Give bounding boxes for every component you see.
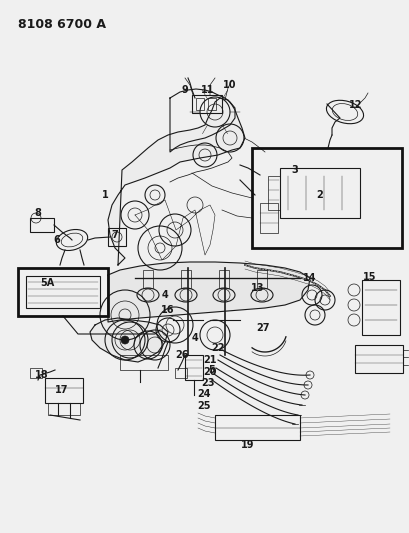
Bar: [218, 270, 229, 288]
Text: 18: 18: [35, 370, 49, 380]
Bar: [207, 98, 216, 110]
Bar: [279, 168, 359, 218]
Bar: [18, 268, 108, 316]
Bar: [191, 95, 221, 113]
Text: 15: 15: [362, 272, 376, 282]
Bar: [143, 270, 153, 288]
Text: 3: 3: [291, 165, 298, 175]
Bar: [45, 378, 83, 403]
Text: 10: 10: [223, 80, 236, 90]
Text: 17: 17: [55, 385, 69, 395]
Bar: [26, 276, 100, 308]
Text: 14: 14: [303, 273, 316, 283]
Text: 8108 6700 A: 8108 6700 A: [18, 18, 106, 31]
Bar: [256, 270, 266, 288]
Bar: [48, 403, 80, 415]
Bar: [361, 280, 399, 335]
Text: 4: 4: [161, 290, 168, 300]
Bar: [196, 98, 204, 110]
Bar: [214, 415, 299, 440]
Bar: [252, 148, 401, 248]
Text: 21: 21: [203, 355, 216, 365]
Text: 11: 11: [201, 85, 214, 95]
Bar: [184, 355, 202, 380]
Text: 20: 20: [203, 367, 216, 377]
Text: 24: 24: [197, 389, 210, 399]
Bar: [30, 218, 54, 232]
Text: 27: 27: [256, 323, 269, 333]
Polygon shape: [108, 98, 245, 265]
Text: 19: 19: [240, 440, 254, 450]
Text: 1: 1: [101, 190, 108, 200]
Text: 26: 26: [175, 350, 188, 360]
Bar: [30, 368, 42, 378]
Bar: [120, 355, 168, 370]
Bar: [175, 368, 187, 378]
Text: 25: 25: [197, 401, 210, 411]
Circle shape: [121, 336, 129, 344]
Bar: [259, 203, 277, 233]
Text: 6: 6: [54, 235, 60, 245]
Text: 12: 12: [348, 100, 362, 110]
Text: 9: 9: [181, 85, 188, 95]
Polygon shape: [90, 318, 168, 362]
Text: 7: 7: [111, 230, 118, 240]
Text: 5: 5: [208, 365, 215, 375]
Bar: [354, 345, 402, 373]
Text: 5A: 5A: [40, 278, 54, 288]
Text: 16: 16: [161, 305, 174, 315]
Text: 2: 2: [316, 190, 323, 200]
Bar: [180, 270, 191, 288]
Text: 23: 23: [201, 378, 214, 388]
Text: 22: 22: [211, 343, 224, 353]
Bar: [108, 228, 126, 246]
Text: 8: 8: [34, 208, 41, 218]
Text: 13: 13: [251, 283, 264, 293]
Text: 4: 4: [191, 333, 198, 343]
Polygon shape: [108, 262, 309, 322]
Bar: [267, 176, 279, 210]
